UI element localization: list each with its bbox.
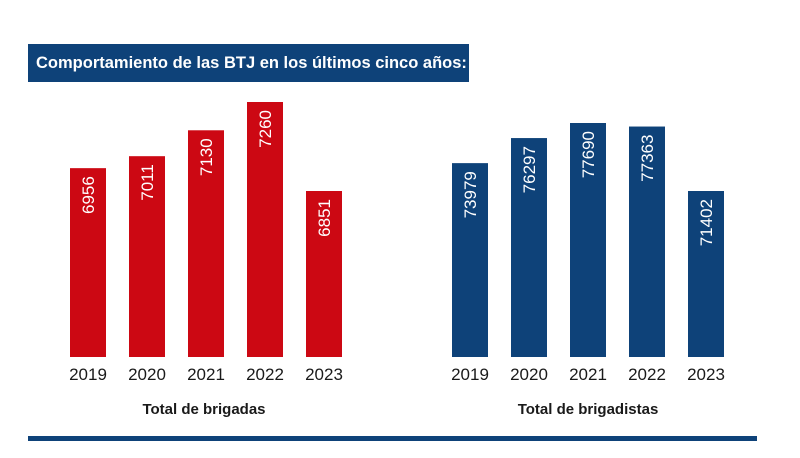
value-label-2022: 7260 (256, 110, 275, 148)
bar-2023 (688, 191, 724, 357)
value-label-2022: 77363 (638, 135, 657, 182)
chart-caption: Total de brigadas (142, 401, 265, 418)
category-label-2021: 2021 (187, 365, 225, 384)
value-label-2019: 73979 (461, 171, 480, 218)
chart-title-banner: Comportamiento de las BTJ en los últimos… (28, 44, 469, 82)
category-label-2020: 2020 (510, 365, 548, 384)
chart-total-brigadistas: 73979 2019 76297 2020 77690 2021 77363 2022 7140… (451, 123, 725, 418)
value-label-2021: 7130 (197, 138, 216, 176)
chart-caption: Total de brigadistas (518, 401, 659, 418)
bottom-divider (28, 436, 757, 441)
value-label-2021: 77690 (579, 131, 598, 178)
chart-total-brigadas: 6956 2019 7011 2020 7130 2021 7260 2022 6851 2023… (69, 102, 343, 418)
value-label-2023: 71402 (697, 199, 716, 246)
bar-2020 (511, 138, 547, 357)
category-label-2022: 2022 (246, 365, 284, 384)
value-label-2020: 7011 (138, 164, 157, 201)
value-label-2019: 6956 (79, 176, 98, 214)
value-label-2023: 6851 (315, 199, 334, 237)
bar-2021 (570, 123, 606, 357)
category-label-2023: 2023 (687, 365, 725, 384)
bar-2020 (129, 156, 165, 357)
value-label-2020: 76297 (520, 146, 539, 193)
category-label-2019: 2019 (69, 365, 107, 384)
category-label-2022: 2022 (628, 365, 666, 384)
bar-2019 (70, 168, 106, 357)
bar-2021 (188, 130, 224, 357)
bar-2019 (452, 163, 488, 357)
category-label-2021: 2021 (569, 365, 607, 384)
category-label-2020: 2020 (128, 365, 166, 384)
category-label-2019: 2019 (451, 365, 489, 384)
bar-2022 (247, 102, 283, 357)
bar-2023 (306, 191, 342, 357)
category-label-2023: 2023 (305, 365, 343, 384)
bar-2022 (629, 126, 665, 358)
